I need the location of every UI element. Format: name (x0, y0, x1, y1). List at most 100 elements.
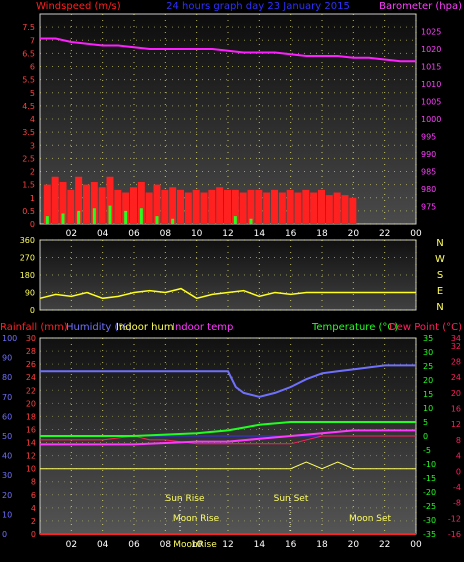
wind-bar (294, 192, 302, 224)
temperature-line (40, 421, 416, 437)
x-tick-label: 04 (97, 229, 109, 239)
dew-point-y-tick-label: 34 (451, 334, 461, 343)
temperature-y-tick-label: 10 (423, 404, 433, 413)
dew-point-y-tick-label: -12 (448, 514, 461, 523)
gust-bar (171, 218, 175, 224)
moon-rise-label: Moon Rise (173, 514, 220, 524)
temperature-y-tick-label: -5 (423, 446, 431, 455)
dew-point-y-tick-label: 12 (451, 420, 461, 429)
rain-y-tick-label: 14 (26, 439, 36, 448)
rain-y-tick-label: 10 (26, 465, 36, 474)
humidity-y-tick-label: 50 (2, 432, 12, 441)
wind-y-tick-label: 3.5 (22, 128, 35, 137)
temperature-y-tick-label: -35 (423, 530, 436, 539)
moon-set-label: Moon Set (349, 514, 392, 524)
rain-y-tick-label: 18 (26, 412, 36, 421)
moon-date-label: MoonRise (173, 540, 217, 550)
wind-bar (247, 189, 255, 224)
x-tick-label: 00 (410, 229, 422, 239)
temperature-y-tick-label: 15 (423, 390, 433, 399)
gust-bar (61, 213, 65, 224)
x-tick-label: 18 (316, 540, 328, 550)
x-tick-label: 10 (191, 540, 203, 550)
wind-bar (231, 189, 239, 224)
dew-point-y-tick-label: -4 (453, 483, 461, 492)
wind-y-tick-label: 1 (30, 194, 35, 203)
wind-bar (224, 189, 231, 224)
wind-bar (263, 192, 271, 224)
wind-bar (286, 189, 294, 224)
x-tick-label: 06 (128, 229, 140, 239)
rain-y-tick-label: 20 (26, 399, 36, 408)
pressure-y-tick-label: 1010 (421, 80, 441, 89)
gust-bar (249, 218, 253, 224)
temperature-y-tick-label: -30 (423, 516, 436, 525)
barometer-line (40, 37, 416, 63)
windspeed-label: Windspeed (m/s) (36, 1, 121, 12)
dew-point-y-tick-label: 0 (456, 467, 461, 476)
dew-point-y-tick-label: 24 (451, 373, 461, 382)
indoor-temp-label: Indoor temp (172, 322, 233, 333)
temperature-y-tick-label: 5 (423, 418, 428, 427)
wind-y-tick-label: 7 (30, 36, 35, 45)
temperature-y-tick-label: 35 (423, 334, 433, 343)
x-tick-label: 22 (379, 229, 390, 239)
direction-panel (39, 239, 417, 311)
humidity-y-tick-label: 0 (2, 530, 7, 539)
wind-y-tick-label: 0.5 (22, 207, 35, 216)
gust-bar (92, 208, 96, 224)
wind-bar (43, 184, 51, 224)
wind-bar (90, 182, 98, 224)
humidity-y-tick-label: 70 (2, 393, 12, 402)
wind-bar (153, 184, 161, 224)
pressure-y-tick-label: 1005 (421, 98, 441, 107)
humidity-y-tick-label: 20 (2, 491, 12, 500)
dew-point-y-tick-label: 32 (451, 342, 461, 351)
temperature-label: Temperature (°C) (311, 322, 398, 333)
graph-title: 24 hours graph day 23 January 2015 (166, 1, 350, 12)
wind-bar (83, 184, 90, 224)
pressure-y-tick-label: 1015 (421, 63, 441, 72)
pressure-y-tick-label: 995 (421, 133, 436, 142)
rain-y-tick-label: 30 (26, 334, 36, 343)
indoor-hum-line (40, 461, 416, 470)
pressure-y-tick-label: 980 (421, 185, 436, 194)
temperature-y-tick-label: -25 (423, 502, 436, 511)
compass-letter: W (435, 254, 445, 265)
dew-point-y-tick-label: -8 (453, 499, 461, 508)
wind-bar (216, 187, 224, 224)
rain-y-tick-label: 12 (26, 452, 36, 461)
chart-marks (39, 37, 416, 535)
wind-bar (302, 189, 310, 224)
x-tick-label: 08 (160, 229, 172, 239)
rain-y-tick-label: 26 (26, 360, 36, 369)
wind-bar (67, 189, 75, 224)
pressure-y-tick-label: 1000 (421, 115, 441, 124)
rain-y-tick-label: 22 (26, 386, 36, 395)
gust-bar (233, 216, 237, 224)
temperature-y-tick-label: -15 (423, 474, 436, 483)
direction-y-tick-label: 90 (25, 289, 35, 298)
gust-bar (77, 210, 81, 224)
dew-point-y-tick-label: 20 (451, 389, 461, 398)
x-tick-label: 22 (379, 540, 390, 550)
gust-bar (155, 216, 159, 224)
wind-y-tick-label: 0 (30, 220, 35, 229)
humidity-label: Humidity (%) (66, 322, 132, 333)
rain-y-tick-label: 28 (26, 347, 36, 356)
x-tick-label: 08 (160, 540, 172, 550)
wind-bar (184, 192, 192, 224)
direction-line (39, 287, 416, 300)
x-tick-label: 10 (191, 229, 203, 239)
x-tick-label: 16 (285, 229, 297, 239)
x-tick-label: 18 (316, 229, 328, 239)
temperature-y-tick-label: 25 (423, 362, 433, 371)
pressure-y-tick-label: 1025 (421, 28, 441, 37)
wind-bar (208, 189, 216, 224)
wind-bar (192, 189, 200, 224)
wind-y-tick-label: 1.5 (22, 181, 35, 190)
axis-ticks: 0202040406060808101012121414161618182020… (2, 23, 461, 550)
pressure-y-tick-label: 975 (421, 203, 436, 212)
wind-bar (341, 195, 349, 224)
